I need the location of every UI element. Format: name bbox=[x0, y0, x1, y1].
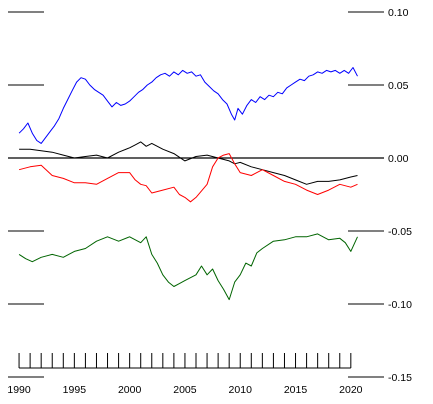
series-line-3 bbox=[18, 233, 358, 301]
y-tick-label-5: -0.15 bbox=[388, 372, 412, 384]
y-axis-major-ticks bbox=[8, 11, 384, 378]
x-axis: 1990 1995 2000 2005 2010 2015 2020 bbox=[7, 353, 363, 396]
x-tick-label-5: 2015 bbox=[284, 384, 308, 396]
y-tick-label-0: 0.10 bbox=[388, 7, 409, 19]
x-tick-label-3: 2005 bbox=[173, 384, 197, 396]
y-tick-label-3: -0.05 bbox=[388, 226, 412, 238]
x-tick-label-0: 1990 bbox=[7, 384, 31, 396]
y-tick-label-1: 0.05 bbox=[388, 80, 409, 92]
series-line-0 bbox=[18, 67, 358, 144]
series-lines bbox=[18, 67, 358, 301]
x-tick-label-2: 2000 bbox=[118, 384, 142, 396]
x-tick-label-6: 2020 bbox=[339, 384, 363, 396]
series-line-1 bbox=[19, 141, 358, 185]
y-tick-label-4: -0.10 bbox=[388, 299, 412, 311]
x-tick-label-4: 2010 bbox=[229, 384, 253, 396]
x-tick-label-1: 1995 bbox=[63, 384, 87, 396]
y-axis-tick-labels: 0.10 0.05 0.00 -0.05 -0.10 -0.15 bbox=[388, 7, 412, 384]
series-line-2 bbox=[18, 153, 358, 203]
y-tick-label-2: 0.00 bbox=[388, 153, 409, 165]
